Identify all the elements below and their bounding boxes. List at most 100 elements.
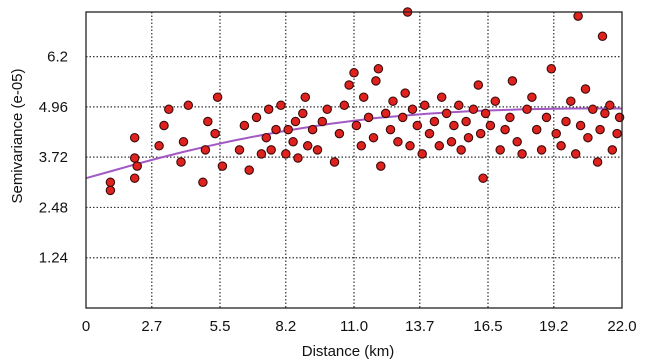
data-point [312,145,323,155]
data-point [490,96,501,106]
data-point [298,108,308,119]
data-point [322,104,332,115]
data-point [536,145,547,155]
data-point [300,92,311,102]
data-point [429,116,440,127]
data-point [412,120,423,131]
data-point [561,116,571,127]
data-point [424,128,435,139]
model-line [85,107,622,180]
data-point [217,161,228,171]
data-point [385,124,396,135]
x-tick-label: 2.7 [141,318,162,335]
data-point [234,145,245,155]
data-point [551,128,561,139]
data-point [407,104,418,115]
data-point [612,128,622,139]
data-point [373,64,384,74]
data-point [583,132,593,143]
data-point [105,177,116,188]
x-tick-label: 22.0 [607,318,636,335]
data-point [605,100,615,111]
data-point [566,96,576,106]
data-point [263,104,274,115]
data-point [358,92,369,102]
data-point [176,157,186,167]
data-point [592,157,603,167]
data-point [344,80,354,90]
data-point [400,88,410,98]
x-tick-label: 0 [82,318,90,335]
data-point [434,141,445,151]
data-point [473,80,484,90]
x-axis-title: Distance (km) [302,343,395,360]
data-point [271,124,281,135]
data-point [132,161,142,171]
x-tick-label: 11.0 [340,318,368,335]
data-point [356,141,367,151]
data-point [288,137,298,147]
data-point [522,104,532,115]
data-point [475,128,486,139]
x-tick-label: 16.5 [473,318,502,335]
data-point [397,112,408,123]
data-point [334,128,345,139]
data-point [154,141,164,151]
plot-border [85,11,623,309]
data-point [376,161,386,171]
data-point [449,120,459,131]
data-point [446,137,457,147]
data-point [388,96,398,106]
data-point [463,132,474,143]
data-point [517,149,527,159]
data-point [164,104,174,115]
y-tick-label: 6.2 [47,49,68,66]
data-point [607,145,618,155]
data-point [541,112,552,123]
data-point [339,100,350,111]
data-point [461,116,471,127]
data-point [363,112,374,123]
data-point [129,153,140,163]
data-point [203,116,213,127]
data-point [105,185,116,196]
data-point [368,132,379,143]
data-point [349,68,359,78]
data-point [588,104,598,115]
data-point [261,132,272,143]
data-point [329,157,340,167]
data-point [500,124,510,135]
x-tick-label: 19.2 [539,318,568,335]
data-point [573,11,583,21]
data-point [478,173,488,183]
data-point [283,124,293,135]
data-point [505,112,515,123]
data-point [302,141,313,151]
data-point [405,141,415,151]
data-point [436,92,447,102]
data-point [200,145,211,155]
data-point [580,84,591,94]
data-point [256,149,267,159]
data-point [480,108,491,119]
data-point [351,120,362,131]
points-layer [105,7,625,196]
data-point [129,173,140,183]
data-point [441,108,452,119]
data-point [546,64,557,74]
y-tick-label: 1.24 [39,250,68,267]
data-point [183,100,194,111]
x-tick-label: 5.5 [210,318,231,335]
data-point [456,145,466,155]
x-tick-labels: 0 2.7 5.5 8.2 11.0 13.7 16.5 19.2 22.0 [82,318,637,335]
data-point [276,100,286,111]
y-tick-label: 2.48 [39,199,68,216]
data-point [307,124,318,135]
data-point [595,124,605,135]
x-tick-label: 13.7 [405,318,434,335]
data-point [570,149,581,159]
data-point [178,137,189,147]
data-point [371,76,381,86]
